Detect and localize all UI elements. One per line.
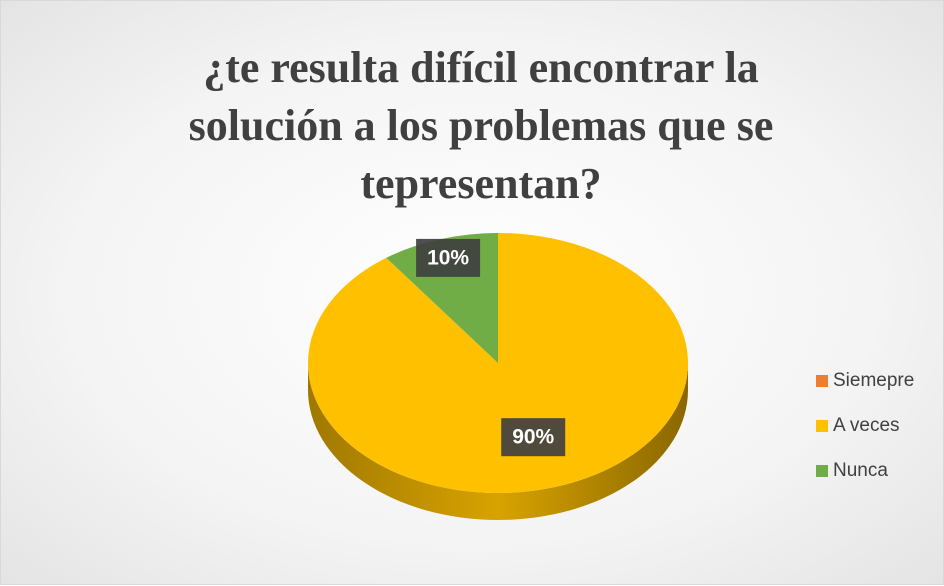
data-label: 10%	[427, 246, 469, 269]
data-label-box	[501, 418, 566, 457]
legend-label: A veces	[833, 415, 900, 436]
legend-label: Nunca	[833, 460, 888, 481]
legend-label: Siemepre	[833, 370, 914, 391]
pie-side	[308, 363, 688, 520]
legend-swatch	[816, 465, 828, 477]
legend-swatch	[816, 420, 828, 432]
data-label-box	[416, 238, 481, 277]
chart-title: ¿te resulta difícil encontrar la solució…	[188, 43, 774, 208]
data-label: 90%	[512, 426, 554, 449]
legend-swatch	[816, 375, 828, 387]
